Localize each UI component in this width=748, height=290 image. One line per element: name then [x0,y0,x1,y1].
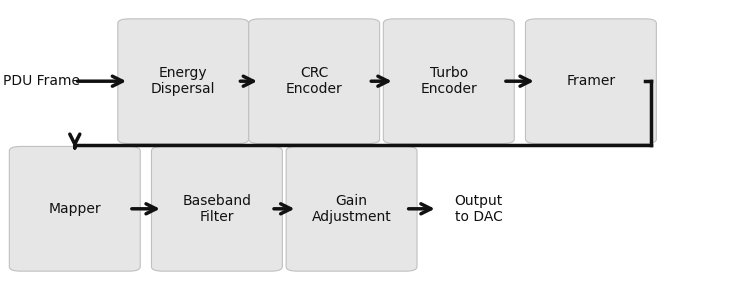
FancyBboxPatch shape [151,146,282,271]
Text: Turbo
Encoder: Turbo Encoder [420,66,477,96]
Text: Baseband
Filter: Baseband Filter [183,194,251,224]
FancyBboxPatch shape [525,19,657,144]
Text: Energy
Dispersal: Energy Dispersal [151,66,215,96]
FancyBboxPatch shape [383,19,515,144]
Text: PDU Frame: PDU Frame [3,74,79,88]
Text: Gain
Adjustment: Gain Adjustment [312,194,391,224]
Text: CRC
Encoder: CRC Encoder [286,66,343,96]
FancyBboxPatch shape [248,19,379,144]
Text: Output
to DAC: Output to DAC [455,194,503,224]
FancyBboxPatch shape [10,146,141,271]
Text: Framer: Framer [566,74,616,88]
FancyBboxPatch shape [117,19,248,144]
FancyBboxPatch shape [286,146,417,271]
Text: Mapper: Mapper [49,202,101,216]
